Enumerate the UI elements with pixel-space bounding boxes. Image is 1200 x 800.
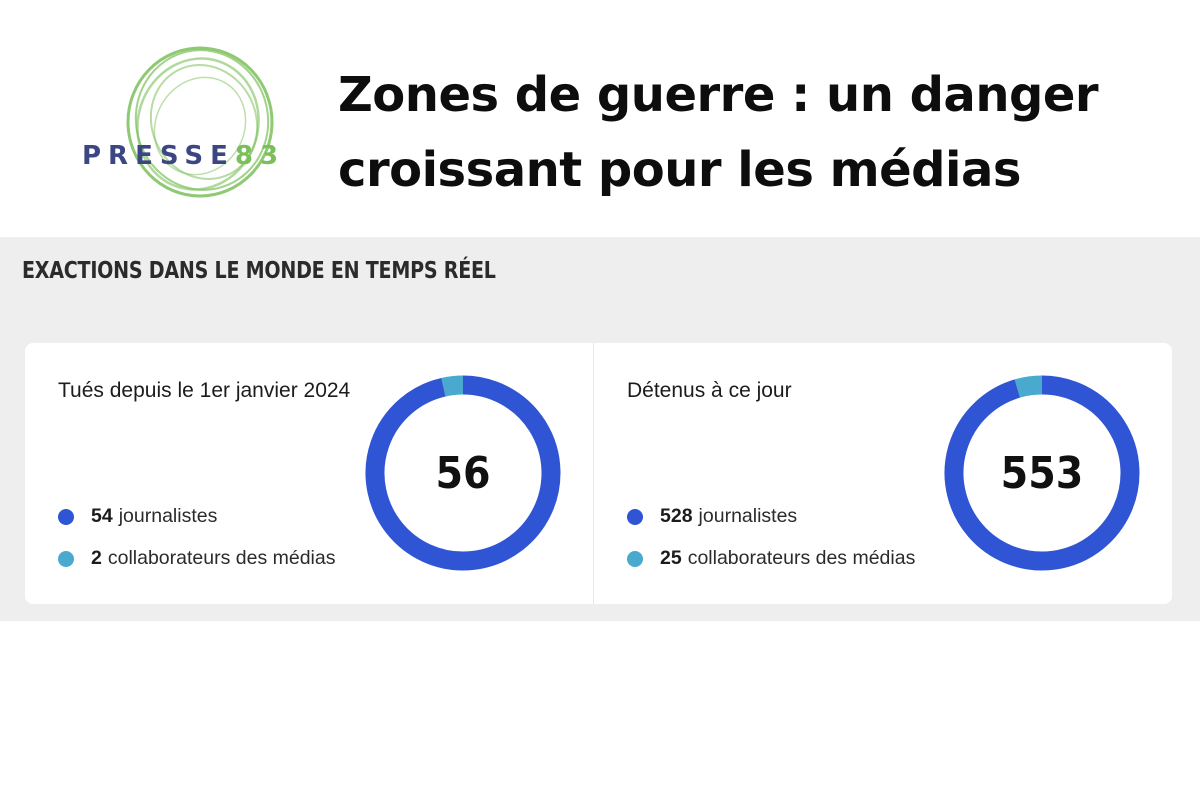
logo-swirl-icon [126,46,274,198]
journalists-dot-icon [627,508,643,525]
collaborators-dot-icon [58,550,74,567]
legend-label: journalistes [698,505,798,527]
legend-label: journalistes [118,505,218,527]
killed-card: Tués depuis le 1er janvier 2024 54 journ… [25,343,593,604]
legend-value: 54 [91,505,113,527]
logo-word: PRESSE [82,141,235,171]
logo-text: PRESSE83 [82,141,285,171]
legend-label: collaborateurs des médias [107,547,336,569]
legend-item-journalists: 528 journalistes [627,505,797,528]
stats-panel: EXACTIONS DANS LE MONDE EN TEMPS RÉEL Tu… [0,237,1200,621]
legend-value: 2 [91,547,102,569]
donut-total: 56 [435,447,491,499]
donut-total: 553 [1000,447,1084,499]
journalists-dot-icon [58,508,74,525]
donut-svg [365,375,561,571]
stats-cards: Tués depuis le 1er janvier 2024 54 journ… [25,343,1172,604]
legend-item-journalists: 54 journalistes [58,505,217,528]
presse83-logo: PRESSE83 [78,40,338,205]
logo-number: 83 [234,141,286,171]
detained-card-title: Détenus à ce jour [627,379,792,402]
legend-label: collaborateurs des médias [687,547,916,569]
donut-slice-journalists [944,375,1140,571]
panel-title: EXACTIONS DANS LE MONDE EN TEMPS RÉEL [22,258,496,284]
headline-line-1: Zones de guerre : un danger [338,67,1099,123]
legend-item-collaborators: 2 collaborateurs des médias [58,547,335,570]
legend-item-collaborators: 25 collaborateurs des médias [627,547,915,570]
collaborators-dot-icon [627,550,643,567]
legend-value: 25 [660,547,682,569]
legend-value: 528 [660,505,693,527]
donut-svg [944,375,1140,571]
killed-card-title: Tués depuis le 1er janvier 2024 [58,379,351,402]
donut-slice-collaborators [441,375,464,397]
detained-card: Détenus à ce jour 528 journalistes 25 co… [593,343,1172,604]
detained-donut-chart: 553 [942,373,1142,573]
donut-slice-collaborators [1014,375,1043,398]
killed-donut-chart: 56 [363,373,563,573]
headline-line-2: croissant pour les médias [338,142,1021,198]
donut-slice-journalists [365,375,561,571]
page-title: Zones de guerre : un danger croissant po… [338,58,1158,208]
